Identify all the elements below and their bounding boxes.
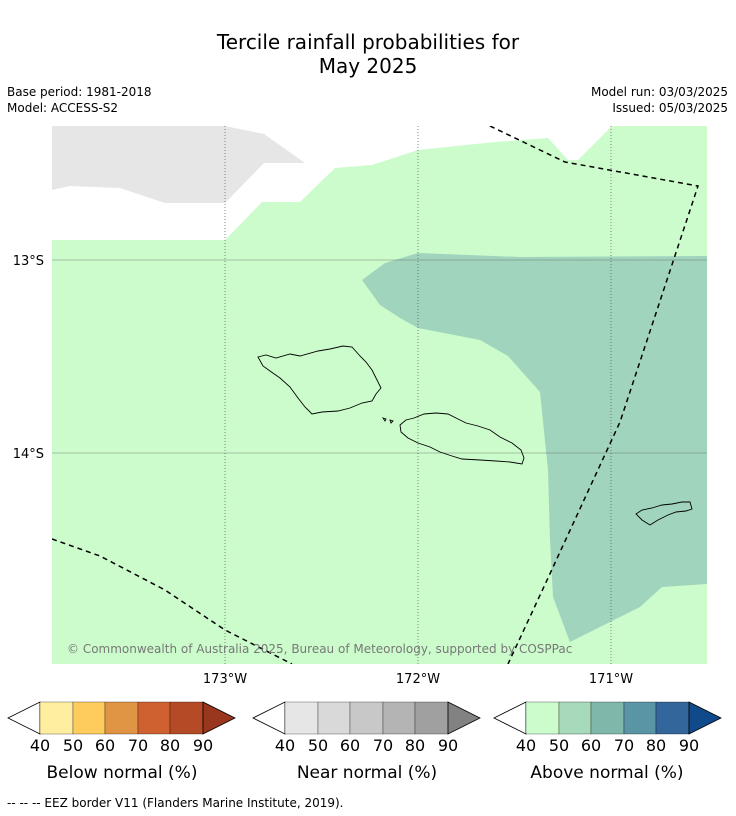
above-normal-caption: Above normal (%) [530,763,683,783]
above-normal-50-60-area [362,253,707,642]
below-normal-caption: Below normal (%) [47,763,198,783]
manono-island [381,417,394,424]
lat-label-13s: 13°S [13,254,44,269]
colorbar-above-arrow-left [493,701,527,735]
colorbar-above-normal [493,701,722,735]
colorbar-near-swatch-5 [414,701,449,735]
colorbar-below-arrow-right [202,701,236,735]
near-tick-90: 90 [438,736,458,755]
near-tick-80: 80 [405,736,425,755]
colorbar-above-swatch-2 [558,701,592,735]
lon-label-173w: 173°W [203,672,247,687]
lon-label-172w: 172°W [396,672,440,687]
colorbar-below-swatch-5 [169,701,204,735]
colorbar-below-swatch-2 [72,701,106,735]
colorbar-below-swatch-3 [104,701,139,735]
lat-label-14s: 14°S [13,447,44,462]
chart-title: Tercile rainfall probabilities for May 2… [0,30,736,78]
near-normal-caption: Near normal (%) [297,763,437,783]
above-tick-60: 60 [581,736,601,755]
above-tick-80: 80 [646,736,666,755]
near-normal-area [52,126,305,203]
colorbar-above-swatch-1 [525,701,560,735]
colorbar-above-swatch-4 [623,701,657,735]
colorbar-above-arrow-right [688,701,722,735]
meta-right: Model run: 03/03/2025 Issued: 05/03/2025 [591,84,728,116]
above-tick-40: 40 [516,736,536,755]
near-tick-50: 50 [308,736,328,755]
colorbar-near-normal [252,701,481,735]
map-panel: © Commonwealth of Australia 2025, Bureau… [52,126,707,664]
colorbar-below-normal [7,701,236,735]
colorbar-above-swatch-3 [590,701,625,735]
colorbar-below-swatch-1 [39,701,74,735]
above-tick-90: 90 [679,736,699,755]
title-line-2: May 2025 [318,54,418,78]
title-line-1: Tercile rainfall probabilities for [216,30,520,54]
below-tick-60: 60 [95,736,115,755]
model-name: Model: ACCESS-S2 [7,101,119,115]
below-tick-90: 90 [193,736,213,755]
model-run: Model run: 03/03/2025 [590,85,728,99]
colorbar-near-arrow-right [447,701,481,735]
eez-footnote: -- -- -- EEZ border V11 (Flanders Marine… [7,796,344,810]
tutuila-island [635,501,693,526]
below-tick-40: 40 [30,736,50,755]
colorbar-above-swatch-5 [655,701,690,735]
colorbar-near-arrow-left [252,701,286,735]
colorbar-near-swatch-1 [284,701,319,735]
copyright-text: © Commonwealth of Australia 2025, Bureau… [67,642,572,656]
colorbar-near-swatch-4 [382,701,416,735]
colorbar-near-swatch-3 [349,701,384,735]
eez-border-east [489,126,699,664]
above-tick-50: 50 [549,736,569,755]
issued-date: Issued: 05/03/2025 [612,101,728,115]
above-tick-70: 70 [614,736,634,755]
below-tick-70: 70 [128,736,148,755]
savaii-island [257,345,382,415]
near-tick-70: 70 [373,736,393,755]
below-tick-50: 50 [63,736,83,755]
meta-left: Base period: 1981-2018 Model: ACCESS-S2 [7,84,152,116]
near-tick-40: 40 [275,736,295,755]
colorbar-below-swatch-4 [137,701,171,735]
base-period: Base period: 1981-2018 [7,85,152,99]
below-tick-80: 80 [160,736,180,755]
near-tick-60: 60 [340,736,360,755]
upolu-island [399,412,525,465]
lon-label-171w: 171°W [589,672,633,687]
colorbar-near-swatch-2 [317,701,351,735]
colorbar-below-arrow-left [7,701,41,735]
